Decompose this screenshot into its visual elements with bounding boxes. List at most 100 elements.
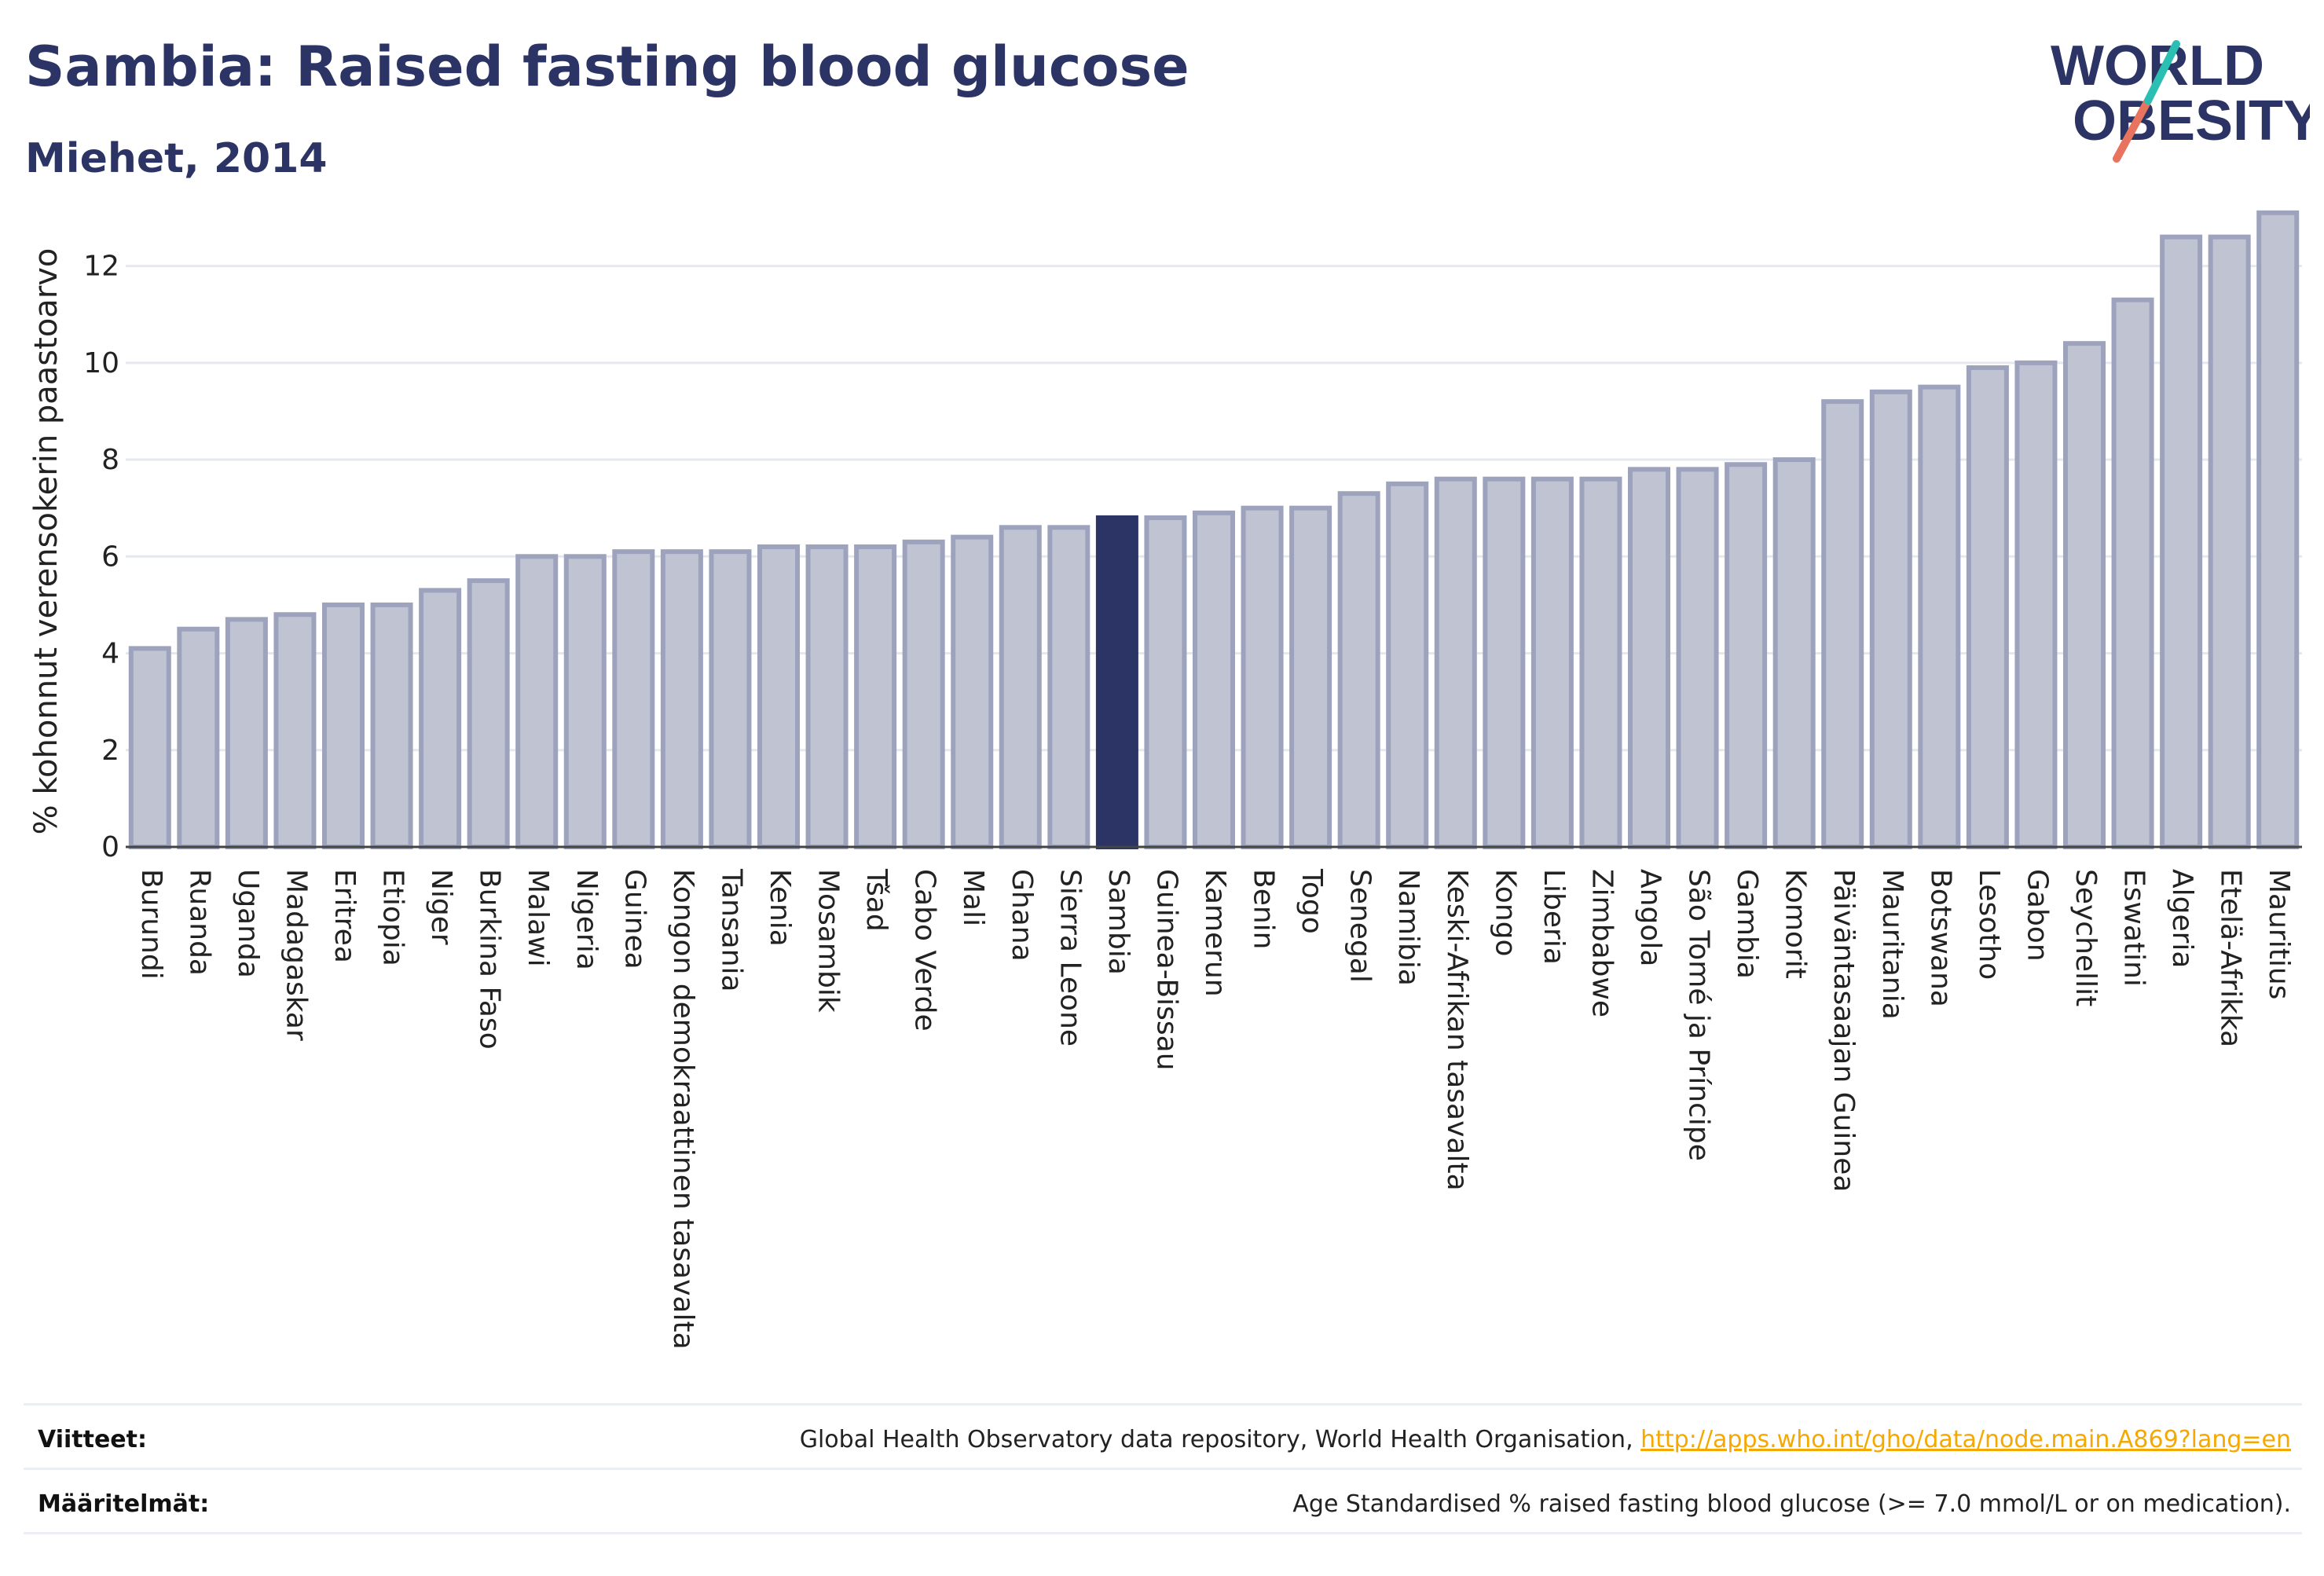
y-tick-label: 4 <box>101 638 119 670</box>
x-tick-label: Malawi <box>522 869 554 967</box>
logo-slash-lower <box>2113 97 2152 163</box>
y-axis-ticks: 0 2 4 6 8 10 12 <box>83 251 119 863</box>
bar-eritrea <box>321 602 365 849</box>
x-tick-label: Sierra Leone <box>1054 869 1086 1046</box>
bar-togo <box>1289 505 1332 849</box>
bar-s-o-tom-ja-pr-ncipe <box>1676 467 1719 849</box>
bar-zimbabwe <box>1579 476 1622 849</box>
y-tick-label: 12 <box>83 251 119 283</box>
page-subtitle: Miehet, 2014 <box>25 135 328 182</box>
x-tick-label: Sambia <box>1102 869 1135 975</box>
bar-kamerun <box>1192 510 1236 850</box>
bar-t-ad <box>854 544 897 849</box>
x-tick-label: Lesotho <box>1973 869 2005 980</box>
x-tick-label: Eritrea <box>328 869 361 963</box>
bars <box>128 210 2300 850</box>
bar-nigeria <box>563 554 607 849</box>
x-tick-label: Nigeria <box>570 869 603 970</box>
bar-kongo <box>1483 476 1526 849</box>
bar-ruanda <box>177 626 220 849</box>
definitions-value: Age Standardised % raised fasting blood … <box>1292 1490 2291 1518</box>
x-tick-label: Tšad <box>860 868 893 932</box>
x-tick-label: Komorit <box>1780 869 1812 979</box>
bar-keski-afrikan-tasavalta <box>1434 476 1477 849</box>
references-link[interactable]: http://apps.who.int/gho/data/node.main.A… <box>1640 1426 2291 1453</box>
x-tick-label: Madagaskar <box>280 869 312 1041</box>
x-tick-label: Seychellit <box>2069 869 2102 1006</box>
bar-burundi <box>128 646 171 850</box>
bar-niger <box>419 588 462 849</box>
x-tick-label: Päiväntasaajan Guinea <box>1827 869 1860 1192</box>
x-tick-label: Mosambik <box>812 869 845 1013</box>
definitions-row: Määritelmät: Age Standardised % raised f… <box>24 1468 2302 1533</box>
x-tick-label: Etelä-Afrikka <box>2215 869 2247 1047</box>
bar-eswatini <box>2111 297 2154 849</box>
y-tick-label: 2 <box>101 735 119 767</box>
bar-algeria <box>2160 234 2203 849</box>
bar-guinea-bissau <box>1144 515 1187 849</box>
x-tick-label: Cabo Verde <box>909 869 941 1032</box>
x-tick-label: Liberia <box>1538 869 1570 965</box>
bar-senegal <box>1337 491 1380 849</box>
bar-gambia <box>1725 462 1768 849</box>
x-tick-label: Etiopia <box>377 869 409 966</box>
x-tick-label: Namibia <box>1392 869 1424 986</box>
bar-kongon-demokraattinen-tasavalta <box>660 549 703 849</box>
y-tick-label: 8 <box>101 444 119 476</box>
bar-sambia <box>1095 515 1138 849</box>
bar-namibia <box>1386 481 1429 850</box>
x-tick-label: Guinea-Bissau <box>1150 869 1182 1071</box>
bar-mosambik <box>805 544 849 849</box>
x-tick-label: Angola <box>1634 869 1666 966</box>
bar-etel-afrikka <box>2208 234 2251 849</box>
references-text: Global Health Observatory data repositor… <box>799 1426 1641 1453</box>
x-tick-label: Niger <box>425 869 457 945</box>
logo-word-2: OBESITY <box>2073 90 2310 152</box>
bar-p-iv-ntasaajan-guinea <box>1821 399 1864 849</box>
x-tick-label: Mauritania <box>1876 869 1908 1020</box>
x-tick-label: Botswana <box>1924 869 1956 1007</box>
x-tick-label: Zimbabwe <box>1585 869 1618 1017</box>
x-tick-label: Uganda <box>232 869 264 978</box>
x-tick-label: Togo <box>1296 868 1328 934</box>
x-tick-label: São Tomé ja Príncipe <box>1683 869 1715 1161</box>
world-obesity-logo: WORLD OBESITY <box>2051 36 2310 163</box>
bar-kenia <box>757 544 801 849</box>
x-tick-label: Gambia <box>1731 869 1763 979</box>
x-tick-label: Burundi <box>135 869 167 980</box>
x-tick-label: Kongon demokraattinen tasavalta <box>667 869 699 1350</box>
footer-bottom-border <box>24 1532 2302 1534</box>
x-tick-label: Guinea <box>618 869 651 969</box>
bar-ghana <box>999 525 1042 850</box>
y-tick-label: 10 <box>83 347 119 379</box>
x-tick-label: Senegal <box>1344 869 1376 983</box>
page-title: Sambia: Raised fasting blood glucose <box>25 35 1189 99</box>
x-tick-label: Benin <box>1248 869 1280 949</box>
bar-mauritania <box>1869 389 1912 849</box>
y-tick-label: 0 <box>101 831 119 863</box>
bar-guinea <box>612 549 655 849</box>
logo-slash-upper <box>2144 40 2180 104</box>
x-tick-label: Eswatini <box>2118 869 2150 987</box>
x-tick-label: Mali <box>957 869 989 926</box>
bar-etiopia <box>370 602 413 849</box>
bar-mali <box>951 534 994 849</box>
bar-tansania <box>709 549 752 849</box>
bar-seychellit <box>2062 341 2106 850</box>
x-tick-label: Burkina Faso <box>474 869 506 1050</box>
references-value: Global Health Observatory data repositor… <box>800 1426 2291 1453</box>
x-tick-label: Ghana <box>1006 869 1038 962</box>
y-axis-label: % kohonnut verensokerin paastoarvo <box>28 248 64 835</box>
x-tick-label: Gabon <box>2021 869 2053 962</box>
bar-benin <box>1241 505 1284 849</box>
x-tick-label: Tansania <box>715 868 747 992</box>
bar-chart: 0 2 4 6 8 10 12 Burundi Ruanda Uganda Madagaskar E… <box>28 210 2302 1350</box>
definitions-label: Määritelmät: <box>38 1490 210 1518</box>
x-tick-label: Kamerun <box>1199 869 1231 997</box>
bar-burkina-faso <box>467 578 510 850</box>
x-tick-label: Keski-Afrikan tasavalta <box>1441 869 1473 1191</box>
bar-malawi <box>515 554 559 849</box>
bar-angola <box>1627 467 1671 849</box>
references-label: Viitteet: <box>38 1426 147 1453</box>
bar-uganda <box>225 617 268 849</box>
